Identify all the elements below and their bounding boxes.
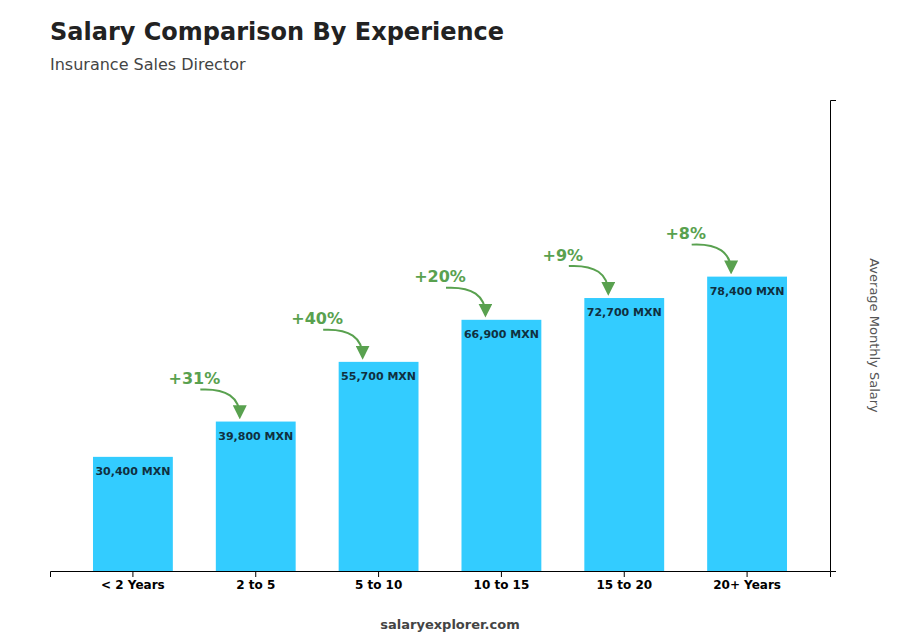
x-tick: 10 to 15 xyxy=(474,571,530,592)
x-tick-label: 10 to 15 xyxy=(474,578,530,592)
x-tick-mark xyxy=(378,571,379,577)
annotation-arrow xyxy=(569,266,608,293)
x-tick-mark xyxy=(624,571,625,577)
y-axis-line xyxy=(831,101,837,572)
data-label: 72,700 MXN xyxy=(587,306,662,319)
x-tick-label: 5 to 10 xyxy=(355,578,402,592)
x-tick-mark xyxy=(747,571,748,577)
data-label: 66,900 MXN xyxy=(464,328,539,341)
y-axis-title: Average Monthly Salary xyxy=(867,258,882,413)
x-tick-label: 2 to 5 xyxy=(236,578,275,592)
data-label: 39,800 MXN xyxy=(218,430,293,443)
bar xyxy=(216,422,296,571)
bar xyxy=(93,457,173,571)
x-axis-line xyxy=(51,572,831,578)
bar xyxy=(461,320,541,571)
data-label: 30,400 MXN xyxy=(95,465,170,478)
x-tick-mark xyxy=(501,571,502,577)
x-tick: 5 to 10 xyxy=(355,571,402,592)
annotation: +31% xyxy=(168,369,220,388)
bar xyxy=(707,277,787,571)
data-labels: 30,400 MXN 39,800 MXN 55,700 MXN 66,900 MXN… xyxy=(95,285,784,478)
data-label: 55,700 MXN xyxy=(341,370,416,383)
annotation: +8% xyxy=(665,224,706,243)
x-tick-label: < 2 Years xyxy=(101,578,165,592)
annotation-arrow xyxy=(692,244,731,271)
footer: salaryexplorer.com xyxy=(380,617,519,632)
x-tick: 2 to 5 xyxy=(236,571,275,592)
title: Salary Comparison By Experience xyxy=(50,18,504,46)
x-tick-mark xyxy=(255,571,256,577)
annotation: +9% xyxy=(543,246,584,265)
y-axis xyxy=(831,101,837,572)
annotation-arrow xyxy=(323,330,362,357)
x-tick: < 2 Years xyxy=(101,571,165,592)
x-tick: 15 to 20 xyxy=(596,571,652,592)
annotation: +40% xyxy=(291,309,343,328)
annotation: +20% xyxy=(414,267,466,286)
data-label: 78,400 MXN xyxy=(710,285,785,298)
x-tick-mark xyxy=(132,571,133,577)
x-tick-label: 20+ Years xyxy=(713,578,781,592)
annotation-arrow xyxy=(446,288,485,315)
x-tick-label: 15 to 20 xyxy=(596,578,652,592)
chart: Salary Comparison By Experience Insurance… xyxy=(0,0,900,641)
annotations: +31% +40% +20% +9% +8% xyxy=(168,224,731,416)
annotation-arrow xyxy=(200,389,239,416)
x-axis: < 2 Years 2 to 5 5 to 10 10 to 15 15 to 20 20… xyxy=(51,571,831,592)
bar xyxy=(339,362,419,571)
plot: < 2 Years 2 to 5 5 to 10 10 to 15 15 to 20 20… xyxy=(51,101,883,592)
bar xyxy=(584,298,664,571)
bars xyxy=(93,277,787,571)
subtitle: Insurance Sales Director xyxy=(50,55,246,74)
x-tick: 20+ Years xyxy=(713,571,781,592)
